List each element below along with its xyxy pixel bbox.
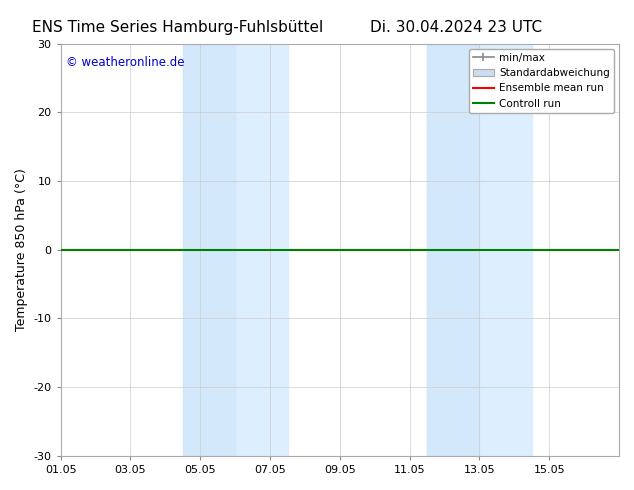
Bar	[183, 44, 235, 456]
Legend: min/max, Standardabweichung, Ensemble mean run, Controll run: min/max, Standardabweichung, Ensemble me…	[469, 49, 614, 113]
Bar	[427, 44, 479, 456]
Bar	[183, 44, 287, 456]
Bar	[427, 44, 532, 456]
Text: © weatheronline.de: © weatheronline.de	[67, 56, 184, 69]
Text: ENS Time Series Hamburg-Fuhlsbüttel: ENS Time Series Hamburg-Fuhlsbüttel	[32, 20, 323, 35]
Y-axis label: Temperature 850 hPa (°C): Temperature 850 hPa (°C)	[15, 168, 28, 331]
Text: Di. 30.04.2024 23 UTC: Di. 30.04.2024 23 UTC	[370, 20, 543, 35]
